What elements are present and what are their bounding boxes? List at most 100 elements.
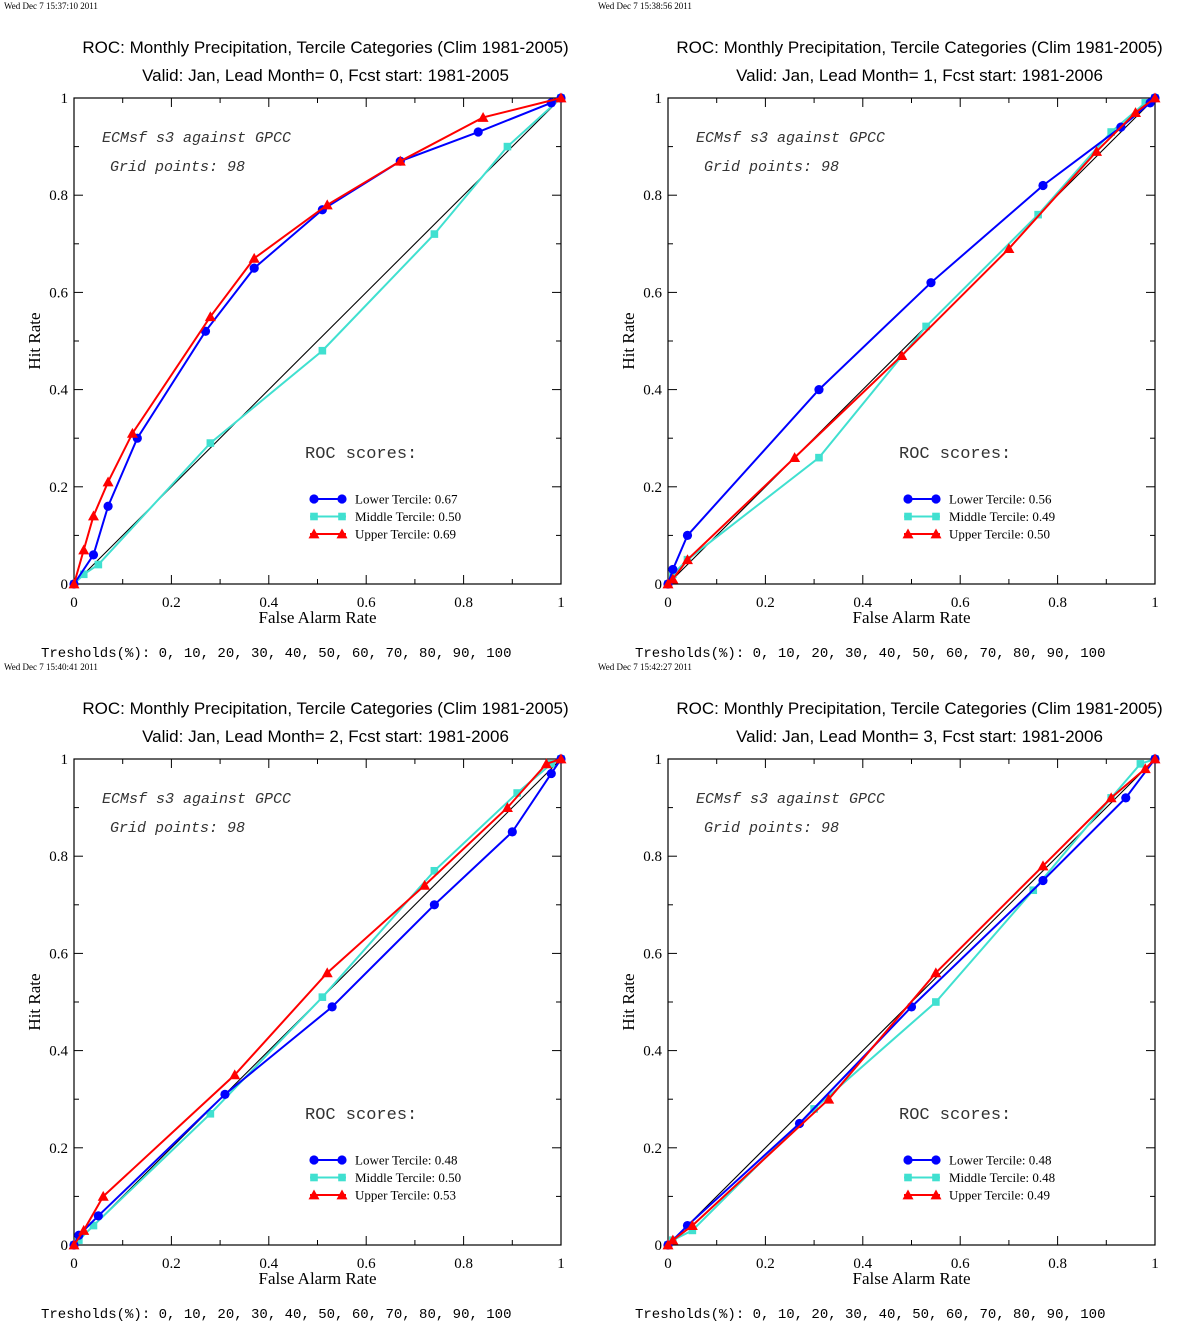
data-point-upper [68,578,80,589]
y-tick-label: 1 [61,752,69,768]
chart-subtitle: Valid: Jan, Lead Month= 2, Fcst start: 1… [142,727,509,746]
data-point-upper [87,510,99,521]
data-point-upper [78,1224,90,1235]
legend-marker-lower [931,494,941,504]
x-tick-label: 0.8 [1048,595,1067,611]
legend-label-upper: Upper Tercile: 0.49 [949,1188,1050,1203]
x-axis-label: False Alarm Rate [852,608,970,627]
data-point-middle [430,230,439,238]
data-point-middle [75,1236,83,1244]
x-tick-label: 0.2 [162,595,181,611]
model-note: ECMsf s3 against GPCC [696,130,885,147]
data-point-upper [501,802,513,812]
chart-subtitle: Valid: Jan, Lead Month= 1, Fcst start: 1… [736,66,1103,85]
data-point-middle [547,760,556,768]
data-point-lower [926,278,936,288]
data-point-upper [686,1220,698,1230]
data-point-middle [318,993,327,1001]
data-point-middle [1141,99,1150,107]
chart-subtitle: Valid: Jan, Lead Month= 3, Fcst start: 1… [736,727,1103,746]
data-point-upper [1130,107,1142,117]
data-point-lower [88,550,99,560]
thresholds-text: Tresholds(%): 0, 10, 20, 30, 40, 50, 60,… [635,646,1105,661]
data-point-upper [681,554,693,565]
thresholds-text: Tresholds(%): 0, 10, 20, 30, 40, 50, 60,… [41,646,511,661]
data-point-middle [922,322,930,331]
y-tick-label: 0.6 [643,285,662,301]
legend-label-lower: Lower Tercile: 0.56 [949,492,1052,507]
legend-marker-upper [308,1189,320,1200]
data-point-middle [430,866,439,875]
chart-subtitle: Valid: Jan, Lead Month= 0, Fcst start: 1… [142,66,509,85]
data-point-upper [1149,92,1161,103]
chart-title: ROC: Monthly Precipitation, Tercile Cate… [676,699,1162,718]
x-tick-label: 1 [557,1256,565,1272]
model-note: ECMsf s3 against GPCC [102,791,291,808]
data-point-upper [789,452,801,463]
legend-marker-middle [904,1173,912,1182]
y-tick-label: 0.6 [49,946,68,962]
y-tick-label: 0.2 [49,480,68,496]
legend-label-upper: Upper Tercile: 0.69 [355,527,456,542]
x-tick-label: 0 [70,595,78,611]
y-tick-label: 1 [61,91,69,107]
data-point-middle [94,560,103,569]
legend-marker-upper [308,528,320,539]
data-point-lower [93,1211,103,1221]
legend-marker-lower [337,494,347,504]
legend-marker-middle [338,512,346,521]
legend-marker-upper [902,1189,914,1200]
data-point-upper [1149,753,1161,764]
thresholds-text: Tresholds(%): 0, 10, 20, 30, 40, 50, 60,… [635,1307,1105,1322]
x-axis-label: False Alarm Rate [258,1269,376,1288]
y-tick-label: 1 [655,91,663,107]
data-point-middle [318,346,327,355]
x-tick-label: 1 [1151,595,1159,611]
data-point-lower [507,827,517,837]
legend-label-middle: Middle Tercile: 0.48 [949,1170,1055,1185]
thresholds-text: Tresholds(%): 0, 10, 20, 30, 40, 50, 60,… [41,1307,511,1322]
timestamp-text: Wed Dec 7 15:37:10 2011 [4,1,98,11]
data-point-upper [667,1234,679,1245]
legend-label-lower: Lower Tercile: 0.48 [949,1153,1051,1168]
y-tick-label: 0 [655,1238,663,1254]
data-point-middle [206,1109,215,1118]
data-point-middle [503,142,512,151]
data-point-lower [668,564,678,575]
x-tick-label: 0 [664,595,672,611]
x-tick-label: 0.8 [454,1256,473,1272]
data-point-upper [1105,792,1117,803]
data-point-middle [89,1221,98,1230]
data-point-middle [932,998,940,1006]
x-tick-label: 0 [664,1256,672,1272]
data-point-upper [68,1239,80,1250]
legend-marker-lower [903,1155,913,1165]
x-tick-label: 0.8 [454,595,473,611]
data-point-upper [555,753,567,764]
y-tick-label: 0.6 [643,946,662,962]
data-point-upper [78,544,90,555]
y-tick-label: 0 [61,577,69,593]
legend-label-lower: Lower Tercile: 0.67 [355,492,458,507]
legend-label-lower: Lower Tercile: 0.48 [355,1153,457,1168]
y-tick-label: 0.2 [643,480,662,496]
data-point-upper [229,1069,241,1080]
roc-chart-svg: Wed Dec 7 15:38:56 2011 ROC: Monthly Prec… [598,1,1163,661]
y-tick-label: 0.8 [49,849,68,865]
model-note: ECMsf s3 against GPCC [696,791,885,808]
data-point-lower [682,530,693,541]
grid-points-note: Grid points: 98 [110,159,245,176]
data-point-upper [102,476,114,487]
legend-label-upper: Upper Tercile: 0.50 [949,527,1050,542]
y-tick-label: 0.4 [643,383,662,399]
chart-title: ROC: Monthly Precipitation, Tercile Cate… [676,38,1162,57]
data-point-lower [220,1089,230,1099]
grid-points-note: Grid points: 98 [704,820,839,837]
y-tick-label: 0.4 [49,1044,68,1060]
roc-chart-svg: Wed Dec 7 15:40:41 2011 ROC: Monthly Prec… [4,662,569,1322]
x-axis-label: False Alarm Rate [258,608,376,627]
data-point-upper [896,350,908,360]
x-tick-label: 0.8 [1048,1256,1067,1272]
data-point-middle [815,453,823,462]
roc-scores-heading: ROC scores: [899,1106,1011,1125]
